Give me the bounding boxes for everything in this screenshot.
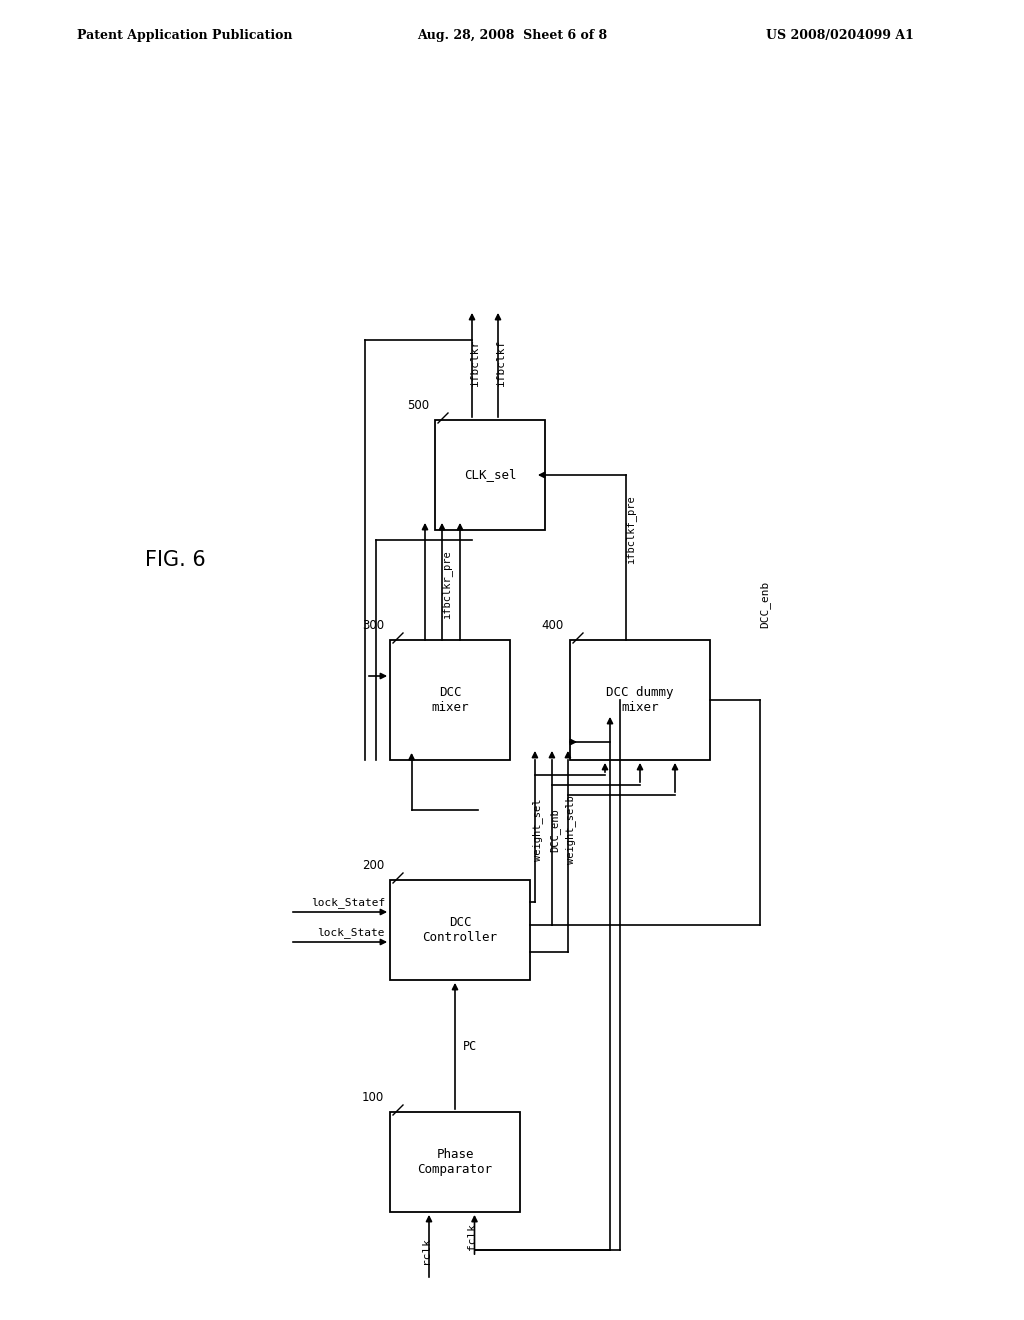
Text: DCC_enb: DCC_enb	[550, 808, 560, 851]
Bar	[390, 640, 510, 760]
Text: ifbclkf: ifbclkf	[496, 338, 506, 385]
Text: 300: 300	[361, 619, 384, 632]
Text: lock_Statef: lock_Statef	[310, 898, 385, 908]
Text: PC: PC	[463, 1040, 477, 1052]
Text: US 2008/0204099 A1: US 2008/0204099 A1	[766, 29, 914, 41]
Text: ifbclkr: ifbclkr	[470, 338, 480, 385]
Text: ifbclkr_pre: ifbclkr_pre	[441, 550, 453, 619]
Text: DCC dummy
mixer: DCC dummy mixer	[606, 686, 674, 714]
Text: Patent Application Publication: Patent Application Publication	[77, 29, 293, 41]
Bar	[390, 880, 530, 979]
Text: ifbclkf_pre: ifbclkf_pre	[626, 495, 637, 565]
Text: DCC
mixer: DCC mixer	[431, 686, 469, 714]
Text: 400: 400	[542, 619, 564, 632]
Text: lock_State: lock_State	[317, 927, 385, 939]
Text: 200: 200	[361, 859, 384, 873]
Text: Phase
Comparator: Phase Comparator	[418, 1148, 493, 1176]
Bar	[570, 640, 710, 760]
Text: fclk: fclk	[467, 1224, 476, 1250]
Text: 100: 100	[361, 1092, 384, 1104]
Text: CLK_sel: CLK_sel	[464, 469, 516, 482]
Text: Aug. 28, 2008  Sheet 6 of 8: Aug. 28, 2008 Sheet 6 of 8	[417, 29, 607, 41]
Bar	[435, 420, 545, 531]
Text: DCC_enb: DCC_enb	[760, 581, 770, 628]
Text: FIG. 6: FIG. 6	[144, 550, 206, 570]
Text: weight_sel: weight_sel	[532, 799, 544, 861]
Text: DCC
Controller: DCC Controller	[423, 916, 498, 944]
Bar	[390, 1111, 520, 1212]
Text: weight_selb: weight_selb	[565, 796, 577, 865]
Text: rclk: rclk	[421, 1237, 431, 1263]
Text: 500: 500	[407, 399, 429, 412]
